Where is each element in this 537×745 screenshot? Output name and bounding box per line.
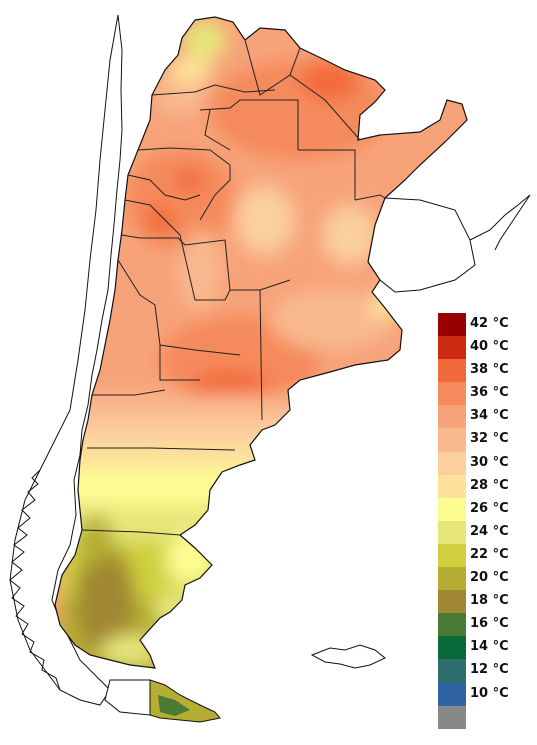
chile-fjords bbox=[9, 469, 61, 691]
legend-swatch bbox=[438, 636, 466, 660]
legend-swatch bbox=[438, 590, 466, 614]
legend-swatch bbox=[438, 497, 466, 521]
legend-label: 24 °C bbox=[470, 523, 509, 539]
chile-tdf bbox=[104, 679, 151, 716]
legend-label: 14 °C bbox=[470, 639, 509, 655]
legend-swatch bbox=[438, 567, 466, 591]
legend-label: 40 °C bbox=[470, 339, 509, 355]
chile-outline bbox=[9, 14, 123, 706]
legend-label: 16 °C bbox=[470, 616, 509, 632]
legend-label: 12 °C bbox=[470, 662, 509, 678]
legend-swatch bbox=[438, 474, 466, 498]
legend-swatch bbox=[438, 336, 466, 360]
legend-label: 26 °C bbox=[470, 500, 509, 516]
legend-swatch bbox=[438, 428, 466, 452]
legend-label: 22 °C bbox=[470, 546, 509, 562]
legend-swatch bbox=[438, 382, 466, 406]
legend-label: 36 °C bbox=[470, 385, 509, 401]
legend-label: 34 °C bbox=[470, 408, 509, 424]
province-boundaries bbox=[81, 39, 386, 536]
legend-label: 30 °C bbox=[470, 454, 509, 470]
malvinas-islands bbox=[310, 644, 386, 669]
legend-swatch bbox=[438, 543, 466, 568]
legend-swatch bbox=[438, 659, 466, 683]
legend-label: 18 °C bbox=[470, 593, 509, 609]
legend-label: 28 °C bbox=[470, 477, 509, 493]
tierra-del-fuego-dark bbox=[158, 695, 190, 716]
legend-swatch bbox=[438, 682, 466, 706]
legend-swatch bbox=[438, 359, 466, 383]
legend-swatch bbox=[438, 313, 466, 337]
brazil-coast bbox=[469, 194, 531, 251]
legend-swatch bbox=[438, 405, 466, 429]
legend-label: 20 °C bbox=[470, 570, 509, 586]
legend-label: 42 °C bbox=[470, 316, 509, 331]
legend-swatch bbox=[438, 520, 466, 544]
legend-swatch bbox=[438, 705, 466, 729]
legend-label: 32 °C bbox=[470, 431, 509, 447]
legend-label: 38 °C bbox=[470, 362, 509, 378]
legend-swatch bbox=[438, 451, 466, 475]
legend-swatch bbox=[438, 613, 466, 637]
legend-label: 10 °C bbox=[470, 685, 509, 701]
uruguay-outline bbox=[367, 197, 476, 293]
